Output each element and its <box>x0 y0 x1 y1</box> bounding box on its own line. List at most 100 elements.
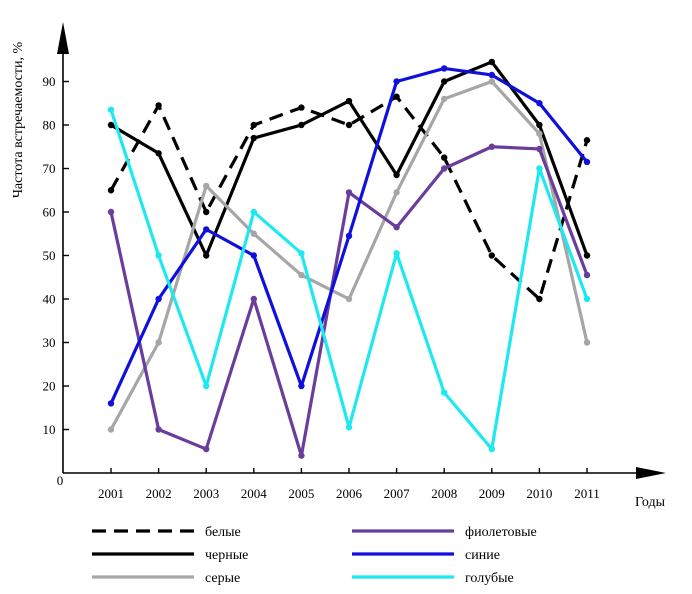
x-tick-label: 2003 <box>193 486 219 501</box>
data-point <box>155 150 162 157</box>
series-3 <box>107 78 591 433</box>
data-point <box>441 65 448 72</box>
data-point <box>107 426 115 433</box>
data-point <box>583 271 591 279</box>
data-point <box>155 295 162 303</box>
data-point <box>250 121 257 129</box>
ticks: 10 20 30 40 50 60 70 80 90 2001 2002 2003 2004 2005 20… <box>43 74 600 501</box>
x-tick-label: 2004 <box>241 486 268 501</box>
data-point <box>536 121 543 129</box>
y-tick-label: 30 <box>43 335 56 350</box>
data-point <box>488 445 495 453</box>
data-point <box>488 71 495 79</box>
data-point <box>393 189 400 196</box>
y-tick-label: 90 <box>43 74 56 89</box>
data-point <box>250 252 257 259</box>
x-tick-label: 2007 <box>384 486 411 501</box>
legend-label: синие <box>465 548 500 563</box>
data-point <box>298 452 305 459</box>
x-axis-title: Годы <box>635 495 666 510</box>
axes: 0 Частота встречаемости, % Годы <box>11 22 666 510</box>
series-5 <box>107 65 591 407</box>
y-axis-title: Частота встречаемости, % <box>11 41 26 198</box>
y-axis-arrow <box>57 22 69 54</box>
data-point <box>488 58 495 66</box>
data-point <box>583 295 591 303</box>
data-point <box>583 339 591 346</box>
data-point <box>345 232 353 240</box>
data-point <box>250 295 257 303</box>
data-point <box>203 182 210 190</box>
data-point <box>250 134 257 142</box>
data-point <box>488 78 495 85</box>
data-point <box>298 250 305 257</box>
data-point <box>536 130 543 137</box>
data-point <box>155 252 162 259</box>
series-4 <box>107 143 591 459</box>
data-point <box>345 295 353 303</box>
data-point <box>107 208 115 216</box>
series-1 <box>107 93 591 303</box>
data-point <box>536 100 543 107</box>
data-point <box>203 445 210 453</box>
x-tick-label: 2006 <box>336 486 363 501</box>
data-point <box>107 106 115 113</box>
series-6 <box>107 106 591 453</box>
data-point <box>203 382 210 390</box>
data-point <box>441 78 448 85</box>
data-point <box>298 104 305 111</box>
data-point <box>345 97 353 105</box>
data-point <box>345 424 353 431</box>
y-tick-label: 10 <box>43 422 56 437</box>
data-point <box>488 143 495 150</box>
y-tick-label: 60 <box>43 205 56 220</box>
x-tick-label: 2008 <box>431 486 457 501</box>
origin-label: 0 <box>57 473 64 488</box>
data-point <box>155 339 162 346</box>
data-point <box>155 102 162 109</box>
data-point <box>441 95 448 103</box>
data-point <box>250 208 257 216</box>
data-point <box>536 145 543 153</box>
legend-label: белые <box>205 525 241 540</box>
legend-label: фиолетовые <box>465 525 537 540</box>
data-point <box>203 208 210 216</box>
data-point <box>536 165 543 172</box>
data-point <box>298 121 305 129</box>
data-point <box>203 252 210 259</box>
legend-label: черные <box>205 548 248 563</box>
y-tick-label: 50 <box>43 248 56 263</box>
data-point <box>583 158 591 166</box>
x-tick-label: 2011 <box>574 486 600 501</box>
data-point <box>393 171 400 179</box>
data-point <box>107 121 115 129</box>
data-point <box>107 400 115 407</box>
y-tick-label: 20 <box>43 379 56 394</box>
x-tick-label: 2010 <box>526 486 552 501</box>
data-point <box>345 121 353 129</box>
data-point <box>536 295 543 303</box>
data-point <box>583 252 591 259</box>
legend: белые черные серые фиолетовые синие голубые <box>92 525 537 586</box>
data-point <box>488 252 495 259</box>
y-tick-label: 70 <box>43 161 56 176</box>
data-point <box>393 93 400 100</box>
data-point <box>441 154 448 161</box>
legend-label: серые <box>205 571 240 586</box>
legend-label: голубые <box>465 571 514 586</box>
data-point <box>393 250 400 257</box>
x-axis-arrow <box>636 467 666 479</box>
data-point <box>298 382 305 390</box>
x-tick-label: 2002 <box>146 486 172 501</box>
y-tick-label: 40 <box>43 292 56 307</box>
series-line <box>109 79 589 431</box>
data-point <box>345 189 353 196</box>
x-tick-label: 2001 <box>98 486 124 501</box>
data-point <box>107 187 115 194</box>
y-tick-label: 80 <box>43 118 56 133</box>
data-point <box>441 389 448 396</box>
x-tick-label: 2005 <box>288 486 314 501</box>
series <box>107 58 591 459</box>
